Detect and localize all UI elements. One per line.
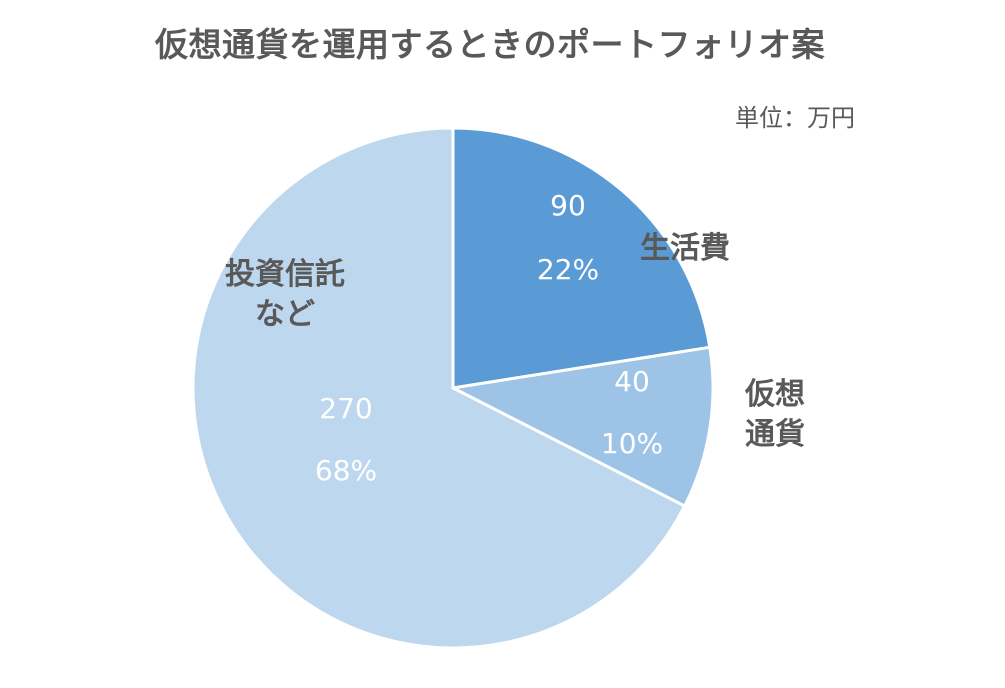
category-label-line: など [255,297,315,332]
data-label-percent-living-expenses: 22% [537,253,599,286]
pie-labels: 90 22% 生活費 40 10% 仮想通貨 270 68% 投資信託など [225,189,805,487]
chart-title: 仮想通貨を運用するときのポートフォリオ案 [155,25,825,64]
category-label-line: 仮想 [744,377,805,412]
category-label-line: 通貨 [745,417,805,452]
pie-slices [191,126,715,650]
pie-slice-crypto [451,345,715,508]
pie-slice-living-expenses [451,126,712,390]
unit-label: 単位：万円 [735,104,855,132]
data-label-value-investment-trusts: 270 [319,392,372,425]
pie-slice-investment-trusts [191,126,687,650]
data-label-value-living-expenses: 90 [550,189,586,222]
data-label-value-crypto: 40 [614,365,650,398]
category-label-living-expenses: 生活費 [640,231,730,266]
data-label-percent-crypto: 10% [601,427,663,460]
category-label-investment-trusts: 投資信託など [225,257,345,332]
category-label-line: 投資信託 [225,257,345,292]
category-label-line: 生活費 [640,231,730,266]
category-label-crypto: 仮想通貨 [744,377,805,452]
data-label-percent-investment-trusts: 68% [315,454,377,487]
